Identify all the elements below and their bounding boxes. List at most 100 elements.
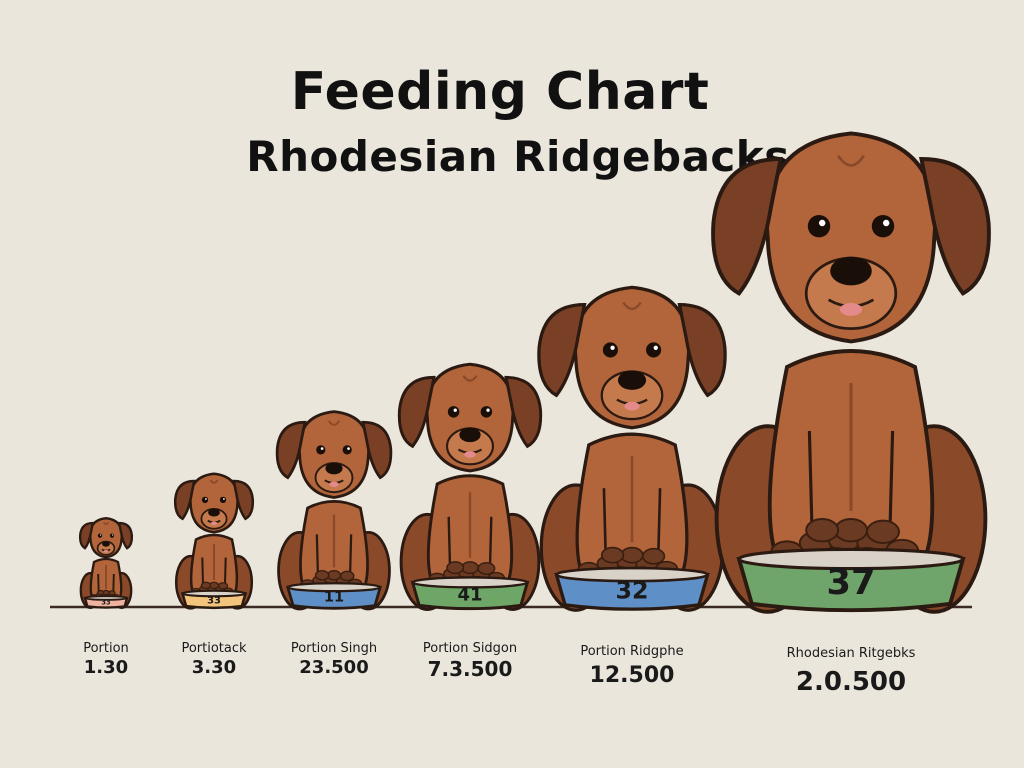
food-bowl-rim — [181, 589, 247, 598]
dog-4: 41 — [397, 362, 543, 611]
dog-5: 32 — [537, 285, 727, 612]
portion-label: Portion Singh — [290, 641, 378, 656]
dog-eye-left — [602, 342, 618, 358]
dog-2: 33 — [173, 472, 255, 610]
kibble — [446, 561, 465, 575]
food-bowl — [285, 585, 383, 610]
kibble — [641, 547, 666, 565]
dog-nose — [102, 541, 110, 547]
dog-tongue — [329, 481, 339, 487]
bowl-number: 33 — [101, 599, 111, 607]
dog-ear-right — [504, 375, 543, 449]
portion-label: Portion — [83, 641, 129, 656]
kibble — [217, 582, 229, 590]
dog-ear-right — [677, 302, 727, 398]
dog-tongue — [624, 401, 640, 411]
dogs-layer: 33 33 11 41 32 37 — [78, 131, 991, 614]
dog-wrinkle — [462, 375, 478, 382]
kibble — [620, 546, 644, 564]
dog-ear-right — [361, 420, 393, 480]
kibble — [200, 581, 212, 590]
dog-wrinkle — [622, 301, 642, 311]
dog-eye-right — [219, 496, 227, 504]
kibble — [834, 518, 868, 543]
bowl-number: 33 — [207, 595, 221, 606]
kibble — [600, 546, 625, 564]
dog-eye-right — [871, 215, 895, 238]
dog-eye-shine-right — [112, 534, 114, 536]
portion-value: 3.30 — [191, 657, 237, 678]
food-bowl — [180, 592, 248, 610]
kibble — [461, 561, 479, 575]
portion-value: 12.500 — [589, 663, 675, 688]
dog-nose — [617, 370, 647, 390]
dog-wrinkle — [327, 420, 341, 426]
portion-value: 1.30 — [83, 657, 129, 678]
dog-ear-left — [397, 375, 436, 449]
bowl-number: 11 — [324, 590, 344, 606]
food-bowl-rim — [411, 576, 529, 589]
chart-title: Feeding Chart — [290, 62, 710, 122]
dog-eye-right — [646, 342, 662, 358]
kibble — [477, 561, 496, 575]
food-bowl-rim — [737, 547, 965, 571]
bowl-number: 41 — [457, 584, 482, 605]
dog-tongue — [210, 521, 218, 526]
dog-nose — [830, 256, 872, 286]
dog-eye-right — [342, 445, 352, 455]
dog-eye-shine-right — [883, 219, 890, 227]
dog-wrinkle — [209, 479, 219, 484]
dog-ear-left — [711, 157, 783, 296]
dog-nose — [459, 427, 481, 443]
dog-eye-shine-left — [205, 498, 207, 500]
kibble — [314, 570, 330, 581]
dog-nose — [325, 462, 343, 475]
dog-eye-left — [201, 496, 209, 504]
dog-3: 11 — [275, 410, 393, 611]
dog-eye-right — [109, 533, 115, 538]
dog-ear-left — [173, 479, 196, 521]
portion-label: Rhodesian Ritgebks — [786, 646, 916, 661]
dog-eye-left — [807, 215, 831, 238]
dog-eye-shine-left — [100, 534, 102, 536]
dog-eye-shine-left — [819, 219, 826, 227]
kibble — [97, 589, 105, 596]
dog-eye-left — [447, 406, 460, 418]
dog-tongue — [839, 303, 863, 316]
dog-wrinkle — [837, 155, 865, 167]
kibble — [805, 518, 840, 543]
bowl-number: 32 — [615, 576, 648, 604]
food-bowl — [410, 580, 530, 611]
dog-ear-right — [919, 157, 991, 296]
portion-value: 2.0.500 — [795, 667, 907, 697]
kibble — [108, 590, 116, 596]
dog-eye-shine-right — [347, 447, 350, 450]
portion-value: 23.500 — [299, 657, 369, 678]
portion-label: Portion Sidgon — [422, 641, 518, 656]
dog-eye-shine-left — [320, 447, 324, 450]
dog-ear-left — [275, 420, 307, 480]
dog-eye-shine-right — [653, 345, 658, 350]
food-bowl-rim — [84, 595, 128, 601]
dog-eye-right — [480, 406, 493, 418]
dog-eye-shine-right — [223, 498, 225, 500]
dog-eye-shine-left — [610, 345, 615, 350]
food-bowl — [736, 557, 966, 613]
dog-wrinkle — [102, 521, 110, 526]
portion-label: Portiotack — [181, 641, 247, 656]
dog-6: 37 — [711, 131, 991, 614]
dog-tongue — [464, 451, 476, 458]
dog-ear-right — [232, 479, 255, 521]
dog-eye-left — [97, 533, 103, 538]
dog-eye-shine-right — [486, 408, 490, 412]
kibble — [866, 519, 900, 544]
dog-ear-left — [537, 302, 587, 398]
food-bowl — [554, 572, 710, 611]
dog-nose — [208, 508, 220, 517]
dog-ear-left — [78, 521, 95, 550]
portion-value: 7.3.500 — [427, 657, 513, 681]
bowl-number: 37 — [827, 562, 876, 603]
dog-eye-left — [316, 445, 326, 455]
